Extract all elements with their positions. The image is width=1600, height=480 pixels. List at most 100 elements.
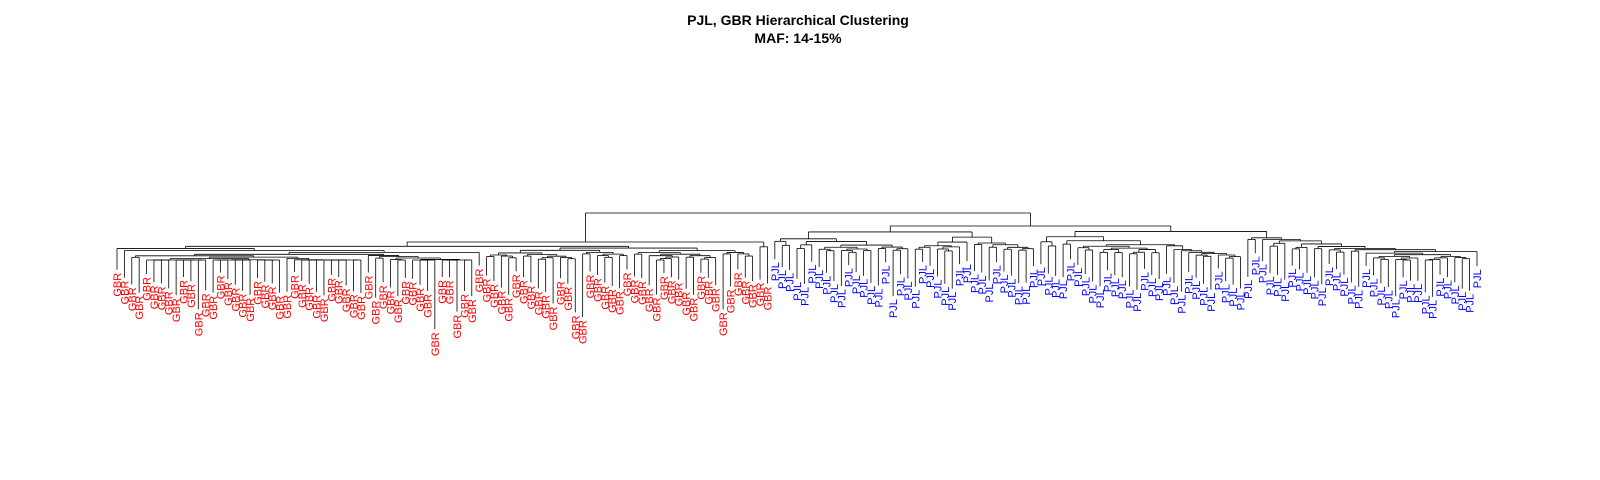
leaf-label-gbr: GBR xyxy=(533,291,545,315)
leaf-label-gbr: GBR xyxy=(703,281,715,305)
leaf-label-pjl: PJL xyxy=(1147,278,1159,297)
leaf-label-pjl: PJL xyxy=(918,265,930,284)
leaf-label-pjl: PJL xyxy=(1006,279,1018,298)
leaf-label-gbr: GBR xyxy=(666,280,678,304)
leaf-label-pjl: PJL xyxy=(1221,284,1233,303)
leaf-label-pjl: PJL xyxy=(1199,287,1211,306)
leaf-label-gbr: GBR xyxy=(740,281,752,305)
leaf-label-pjl: PJL xyxy=(1250,256,1262,275)
leaf-label-gbr: GBR xyxy=(193,312,205,336)
leaf-label-gbr: GBR xyxy=(282,295,294,319)
leaf-label-pjl: PJL xyxy=(1354,290,1366,309)
leaf-label-pjl: PJL xyxy=(777,270,789,289)
leaf-label-gbr: GBR xyxy=(504,298,516,322)
chart-subtitle: MAF: 14-15% xyxy=(754,30,842,46)
leaf-label-gbr: GBR xyxy=(179,280,191,304)
leaf-label-pjl: PJL xyxy=(1383,290,1395,309)
leaf-label-gbr: GBR xyxy=(149,285,161,309)
leaf-label-pjl: PJL xyxy=(1102,273,1114,292)
leaf-label-pjl: PJL xyxy=(1398,280,1410,299)
leaf-label-gbr: GBR xyxy=(592,278,604,302)
leaf-label-pjl: PJL xyxy=(1021,286,1033,305)
leaf-label-pjl: PJL xyxy=(1405,284,1417,303)
leaf-label-pjl: PJL xyxy=(1095,289,1107,308)
leaf-label-pjl: PJL xyxy=(1191,281,1203,300)
leaf-label-pjl: PJL xyxy=(770,262,782,281)
leaf-label-pjl: PJL xyxy=(1043,276,1055,295)
leaf-label-gbr: GBR xyxy=(223,282,235,306)
leaf-label-gbr: GBR xyxy=(230,288,242,312)
leaf-label-gbr: GBR xyxy=(607,289,619,313)
leaf-label-gbr: GBR xyxy=(555,281,567,305)
leaf-label-pjl: PJL xyxy=(1029,269,1041,288)
leaf-label-pjl: PJL xyxy=(1450,285,1462,304)
leaf-label-pjl: PJL xyxy=(829,284,841,303)
leaf-label-pjl: PJL xyxy=(873,288,885,307)
leaf-label-gbr: GBR xyxy=(696,276,708,300)
leaf-label-pjl: PJL xyxy=(1243,280,1255,299)
leaf-label-pjl: PJL xyxy=(1169,286,1181,305)
leaf-label-pjl: PJL xyxy=(1132,293,1144,312)
leaf-label-gbr: GBR xyxy=(674,283,686,307)
leaf-label-pjl: PJL xyxy=(1302,276,1314,295)
leaf-label-pjl: PJL xyxy=(1065,262,1077,281)
leaf-label-gbr: GBR xyxy=(578,320,590,344)
leaf-label-pjl: PJL xyxy=(1435,278,1447,297)
dendrogram-branches xyxy=(116,212,1478,330)
leaf-label-gbr: GBR xyxy=(541,295,553,319)
leaf-label-gbr: GBR xyxy=(319,298,331,322)
leaf-label-gbr: GBR xyxy=(134,296,146,320)
leaf-label-pjl: PJL xyxy=(814,270,826,289)
leaf-label-pjl: PJL xyxy=(1036,267,1048,286)
leaf-label-gbr: GBR xyxy=(585,275,597,299)
leaf-label-pjl: PJL xyxy=(785,273,797,292)
leaf-label-pjl: PJL xyxy=(1472,269,1484,288)
leaf-label-pjl: PJL xyxy=(932,280,944,299)
leaf-label-gbr: GBR xyxy=(511,274,523,298)
leaf-label-pjl: PJL xyxy=(792,282,804,301)
leaf-label-pjl: PJL xyxy=(947,292,959,311)
leaf-label-pjl: PJL xyxy=(1428,300,1440,319)
dendrogram-leaf-labels: GBRGBRGBRGBRGBRGBRGBRGBRGBRGBRGBRGBRGBRG… xyxy=(112,256,1484,356)
leaf-label-pjl: PJL xyxy=(1339,278,1351,297)
leaf-label-pjl: PJL xyxy=(822,276,834,295)
leaf-label-pjl: PJL xyxy=(1376,286,1388,305)
leaf-label-gbr: GBR xyxy=(119,281,131,305)
leaf-label-pjl: PJL xyxy=(859,279,871,298)
leaf-label-pjl: PJL xyxy=(977,275,989,294)
leaf-label-gbr: GBR xyxy=(496,291,508,315)
leaf-label-gbr: GBR xyxy=(312,295,324,319)
leaf-label-pjl: PJL xyxy=(1280,283,1292,302)
leaf-label-gbr: GBR xyxy=(208,296,220,320)
leaf-label-pjl: PJL xyxy=(940,287,952,306)
leaf-label-gbr: GBR xyxy=(474,269,486,293)
leaf-label-pjl: PJL xyxy=(1332,272,1344,291)
leaf-label-pjl: PJL xyxy=(999,274,1011,293)
leaf-label-gbr: GBR xyxy=(156,286,168,310)
leaf-label-pjl: PJL xyxy=(1442,280,1454,299)
leaf-label-gbr: GBR xyxy=(725,289,737,313)
leaf-label-gbr: GBR xyxy=(186,284,198,308)
leaf-label-gbr: GBR xyxy=(127,287,139,311)
leaf-label-gbr: GBR xyxy=(629,279,641,303)
leaf-label-pjl: PJL xyxy=(1110,278,1122,297)
leaf-label-pjl: PJL xyxy=(1228,288,1240,307)
leaf-label-gbr: GBR xyxy=(422,294,434,318)
leaf-label-gbr: GBR xyxy=(519,280,531,304)
leaf-label-gbr: GBR xyxy=(112,273,124,297)
leaf-label-gbr: GBR xyxy=(267,286,279,310)
leaf-label-pjl: PJL xyxy=(1235,291,1247,310)
leaf-label-gbr: GBR xyxy=(563,287,575,311)
chart-title: PJL, GBR Hierarchical Clustering xyxy=(687,12,909,28)
leaf-label-gbr: GBR xyxy=(659,276,671,300)
leaf-label-pjl: PJL xyxy=(955,267,967,286)
leaf-label-pjl: PJL xyxy=(1258,264,1270,283)
leaf-label-pjl: PJL xyxy=(799,287,811,306)
leaf-label-gbr: GBR xyxy=(363,275,375,299)
leaf-label-pjl: PJL xyxy=(1287,269,1299,288)
leaf-label-gbr: GBR xyxy=(644,288,656,312)
leaf-label-gbr: GBR xyxy=(171,298,183,322)
leaf-label-gbr: GBR xyxy=(349,294,361,318)
leaf-label-gbr: GBR xyxy=(755,282,767,306)
leaf-label-gbr: GBR xyxy=(637,281,649,305)
